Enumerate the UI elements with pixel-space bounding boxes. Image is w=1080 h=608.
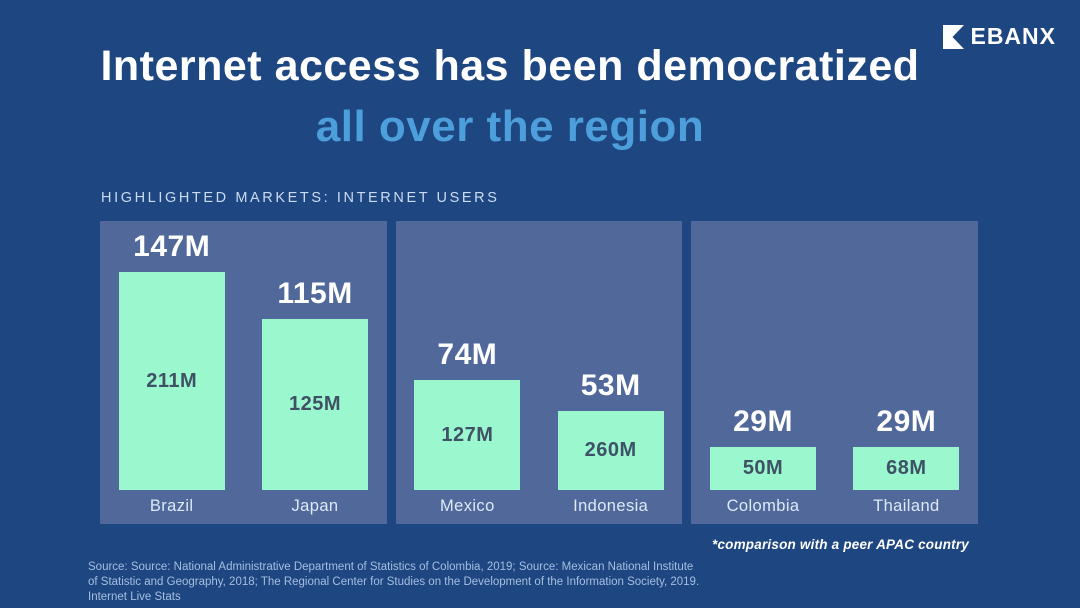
bar-group-mexico: 74M 127M Mexico xyxy=(396,221,539,524)
bar-inner-label: 68M xyxy=(886,457,927,479)
chart-panels: 147M 211M Brazil 115M 125M Japan 74M 127M Mexico… xyxy=(100,221,979,524)
bar-group-japan: 115M 125M Japan xyxy=(243,221,386,524)
title-block: Internet access has been democratized al… xyxy=(0,42,1020,152)
country-label-wrap: Colombia xyxy=(727,490,800,524)
bar-group-brazil: 147M 211M Brazil xyxy=(100,221,243,524)
bar-japan: 125M xyxy=(262,319,369,490)
bar-value-label: 53M xyxy=(580,369,641,402)
ebanx-logo: EBANX xyxy=(943,23,1056,50)
country-label-wrap: Indonesia xyxy=(573,490,648,524)
bar-indonesia: 260M xyxy=(557,411,664,490)
bar-value-label: 147M xyxy=(133,230,211,263)
bar-group-indonesia: 53M 260M Indonesia xyxy=(539,221,682,524)
bar-mexico: 127M xyxy=(414,380,521,490)
chart-panel-1: 147M 211M Brazil 115M 125M Japan xyxy=(100,221,387,524)
bar-value-label: 29M xyxy=(876,405,937,438)
bar-inner-label: 50M xyxy=(742,457,784,479)
ebanx-logo-text: EBANX xyxy=(970,23,1056,49)
bar-inner-label: 260M xyxy=(584,439,637,461)
bar-value-label: 74M xyxy=(437,338,498,371)
bar-inner-label: 211M xyxy=(146,369,198,392)
country-label: Indonesia xyxy=(573,497,649,515)
source-text: Source: Source: National Administrative … xyxy=(88,561,700,603)
section-label: HIGHLIGHTED MARKETS: INTERNET USERS xyxy=(101,190,500,206)
chart-panel-3: 29M 50M Colombia 29M 68M Thailand xyxy=(691,221,979,524)
country-label-wrap: Japan xyxy=(292,490,339,524)
country-label-wrap: Thailand xyxy=(873,490,940,524)
page-title-accent: all over the region xyxy=(315,102,705,151)
country-label: Japan xyxy=(291,497,339,515)
country-label: Brazil xyxy=(149,497,194,515)
bar-group-thailand: 29M 68M Thailand xyxy=(835,221,978,524)
bar-group-colombia: 29M 50M Colombia xyxy=(691,221,834,524)
bar-brazil: 211M xyxy=(118,272,225,490)
bar-colombia: 50M xyxy=(710,447,817,490)
country-label-wrap: Brazil xyxy=(150,490,194,524)
bar-inner-label: 127M xyxy=(441,423,494,446)
footnote: *comparison with a peer APAC country xyxy=(712,537,969,552)
page-title: Internet access has been democratized xyxy=(100,42,920,90)
country-label: Colombia xyxy=(726,497,800,515)
bar-inner-label: 125M xyxy=(289,393,342,415)
bar-value-label: 29M xyxy=(733,405,793,438)
country-label: Mexico xyxy=(440,497,495,515)
country-label: Thailand xyxy=(873,497,940,515)
bar-thailand: 68M xyxy=(853,447,960,490)
bar-value-label: 115M xyxy=(277,277,353,310)
country-label-wrap: Mexico xyxy=(440,490,495,524)
chart-panel-2: 74M 127M Mexico 53M 260M Indonesia xyxy=(395,221,683,524)
ebanx-logo-icon xyxy=(943,24,965,49)
